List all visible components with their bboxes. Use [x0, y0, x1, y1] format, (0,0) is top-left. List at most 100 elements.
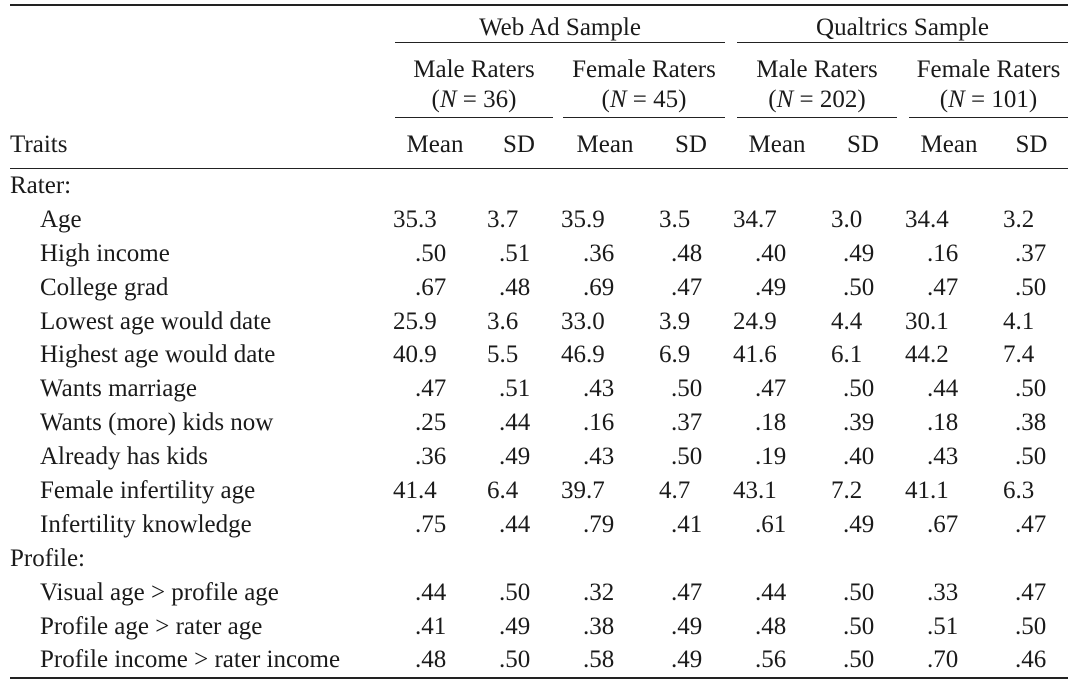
sd-cell: .47 — [1015, 578, 1047, 606]
sd-cell: .46 — [1015, 646, 1047, 674]
subgroup-n: (N = 202) — [768, 85, 866, 113]
table-row: Lowest age would date 25.9 3.6 33.0 3.9 24.9 4… — [10, 305, 1068, 339]
sd-cell: .50 — [843, 273, 875, 301]
sd-header: SD — [847, 131, 879, 158]
mean-cell: .36 — [583, 239, 615, 267]
mean-cell: 41.6 — [733, 341, 777, 369]
sd-cell: .38 — [1015, 409, 1047, 437]
table-row: Already has kids .36 .49 .43 .50 .19 .40 .43 .50 — [10, 440, 1068, 474]
sd-cell: .50 — [671, 375, 703, 403]
trait-label: Wants (more) kids now — [40, 409, 274, 437]
sd-cell: .50 — [843, 375, 875, 403]
group-header-web-ad-label: Web Ad Sample — [395, 14, 725, 43]
sd-cell: .50 — [671, 443, 703, 471]
table-row: Age 35.3 3.7 35.9 3.5 34.7 3.0 34.4 3.2 — [10, 203, 1068, 237]
group-header-qualtrics: Qualtrics Sample — [731, 6, 1068, 50]
sd-cell: .40 — [843, 443, 875, 471]
sd-cell: .44 — [499, 409, 531, 437]
mean-cell: .79 — [583, 510, 615, 538]
mean-cell: .43 — [927, 443, 959, 471]
mean-cell: .41 — [415, 612, 447, 640]
sd-cell: .49 — [671, 646, 703, 674]
mean-cell: .67 — [927, 510, 959, 538]
trait-label: Visual age > profile age — [40, 578, 279, 606]
mean-cell: .33 — [927, 578, 959, 606]
sd-cell: 3.0 — [831, 205, 863, 233]
mean-cell: .67 — [415, 273, 447, 301]
mean-cell: .44 — [927, 375, 959, 403]
table-row: Female infertility age 41.4 6.4 39.7 4.7 43.1… — [10, 474, 1068, 508]
mean-cell: .18 — [755, 409, 787, 437]
sd-cell: 6.3 — [1003, 476, 1035, 504]
mean-cell: .70 — [927, 646, 959, 674]
mean-cell: .48 — [755, 612, 787, 640]
mean-cell: .43 — [583, 443, 615, 471]
sd-cell: 4.4 — [831, 307, 863, 335]
sd-cell: .39 — [843, 409, 875, 437]
mean-cell: .44 — [755, 578, 787, 606]
sd-header: SD — [1015, 131, 1048, 158]
trait-label: College grad — [40, 273, 169, 301]
sd-cell: 3.6 — [487, 307, 519, 335]
mean-cell: .75 — [415, 510, 447, 538]
sd-cell: 4.1 — [1003, 307, 1035, 335]
mean-cell: .38 — [583, 612, 615, 640]
mean-cell: 40.9 — [393, 341, 437, 369]
mean-cell: 25.9 — [393, 307, 437, 335]
table-row: Wants marriage .47 .51 .43 .50 .47 .50 .44 .50 — [10, 372, 1068, 406]
mean-cell: .49 — [755, 273, 787, 301]
trait-label: Female infertility age — [40, 476, 256, 504]
sd-cell: .47 — [671, 578, 703, 606]
trait-label: Profile income > rater income — [40, 646, 341, 674]
sd-cell: 3.2 — [1003, 205, 1035, 233]
subgroup-web-female: Female Raters (N = 45) — [559, 50, 731, 122]
trait-label: Profile age > rater age — [40, 612, 263, 640]
sd-cell: .50 — [1015, 612, 1047, 640]
trait-label: Wants marriage — [40, 375, 197, 403]
sd-cell: .48 — [499, 273, 531, 301]
mean-cell: 39.7 — [561, 476, 605, 504]
trait-label: Infertility knowledge — [40, 510, 252, 538]
subgroup-name: Female Raters — [572, 55, 716, 83]
trait-label: Age — [40, 205, 82, 233]
traits-table: Web Ad Sample Qualtrics Sample Male Rate… — [10, 4, 1068, 681]
table-row: Profile income > rater income .48 .50 .58 .4… — [10, 643, 1068, 678]
sd-cell: 6.4 — [487, 476, 519, 504]
mean-cell: 35.9 — [561, 205, 605, 233]
section-row: Profile: — [10, 542, 1068, 576]
mean-cell: .44 — [415, 578, 447, 606]
subgroup-n: (N = 101) — [939, 85, 1038, 113]
sd-cell: 7.2 — [831, 476, 863, 504]
sd-cell: .50 — [499, 646, 531, 674]
sd-cell: .49 — [499, 612, 531, 640]
sd-cell: .50 — [1015, 273, 1047, 301]
subgroup-web-male: Male Raters (N = 36) — [391, 50, 559, 122]
table-row: Wants (more) kids now .25 .44 .16 .37 .18 .39.… — [10, 406, 1068, 440]
subgroup-qualtrics-female: Female Raters (N = 101) — [903, 50, 1068, 122]
table-row: College grad .67 .48 .69 .47 .49 .50 .47 .50 — [10, 271, 1068, 305]
sd-cell: .47 — [671, 273, 703, 301]
mean-cell: .58 — [583, 646, 615, 674]
sd-cell: 6.1 — [831, 341, 863, 369]
mean-cell: .25 — [415, 409, 447, 437]
mean-cell: .19 — [755, 443, 787, 471]
mean-cell: 46.9 — [561, 341, 605, 369]
section-row: Rater: — [10, 169, 1068, 203]
mean-header: Mean — [576, 131, 634, 158]
mean-cell: .69 — [583, 273, 615, 301]
mean-cell: .16 — [583, 409, 615, 437]
mean-header: Mean — [920, 131, 978, 158]
mean-cell: 35.3 — [393, 205, 437, 233]
sd-cell: 3.5 — [659, 205, 691, 233]
mean-cell: 33.0 — [561, 307, 605, 335]
sd-cell: .47 — [1015, 510, 1047, 538]
mean-cell: .18 — [927, 409, 959, 437]
traits-header: Traits — [10, 131, 68, 158]
sd-cell: .37 — [1015, 239, 1047, 267]
sd-cell: .50 — [1015, 443, 1047, 471]
group-header-qualtrics-label: Qualtrics Sample — [737, 14, 1068, 43]
mean-cell: 44.2 — [905, 341, 949, 369]
mean-cell: .43 — [583, 375, 615, 403]
sd-cell: .50 — [843, 612, 875, 640]
sd-cell: .49 — [671, 612, 703, 640]
